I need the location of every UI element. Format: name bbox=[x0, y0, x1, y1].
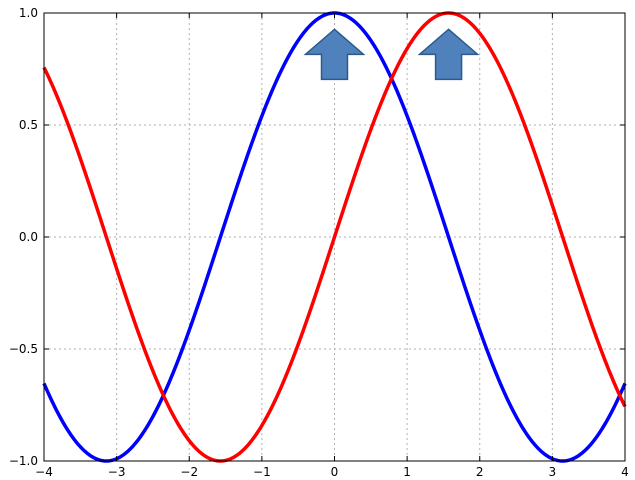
x-tick-label: 1 bbox=[403, 465, 411, 479]
up-arrow-annotation bbox=[303, 28, 366, 81]
y-tick-label: 0.5 bbox=[19, 118, 38, 132]
x-tick-label: 2 bbox=[476, 465, 484, 479]
x-tick-label: 0 bbox=[331, 465, 339, 479]
y-tick-label: 0.0 bbox=[19, 230, 38, 244]
annotations bbox=[303, 28, 480, 81]
y-tick-label: 1.0 bbox=[19, 6, 38, 20]
y-tick-label: −0.5 bbox=[9, 342, 38, 356]
x-tick-label: −3 bbox=[108, 465, 126, 479]
x-tick-label: 4 bbox=[621, 465, 629, 479]
series-line-sin bbox=[42, 11, 627, 463]
axis-ticks: −4 −3 −2 −1 0 1 2 3 4 −1.0 −0.5 0.0 0.5 1.0 bbox=[9, 6, 629, 479]
x-tick-label: −2 bbox=[180, 465, 198, 479]
x-tick-label: 3 bbox=[549, 465, 557, 479]
x-tick-label: −1 bbox=[253, 465, 271, 479]
x-tick-label: −4 bbox=[35, 465, 53, 479]
y-tick-label: −1.0 bbox=[9, 454, 38, 468]
up-arrow-annotation bbox=[417, 28, 480, 81]
